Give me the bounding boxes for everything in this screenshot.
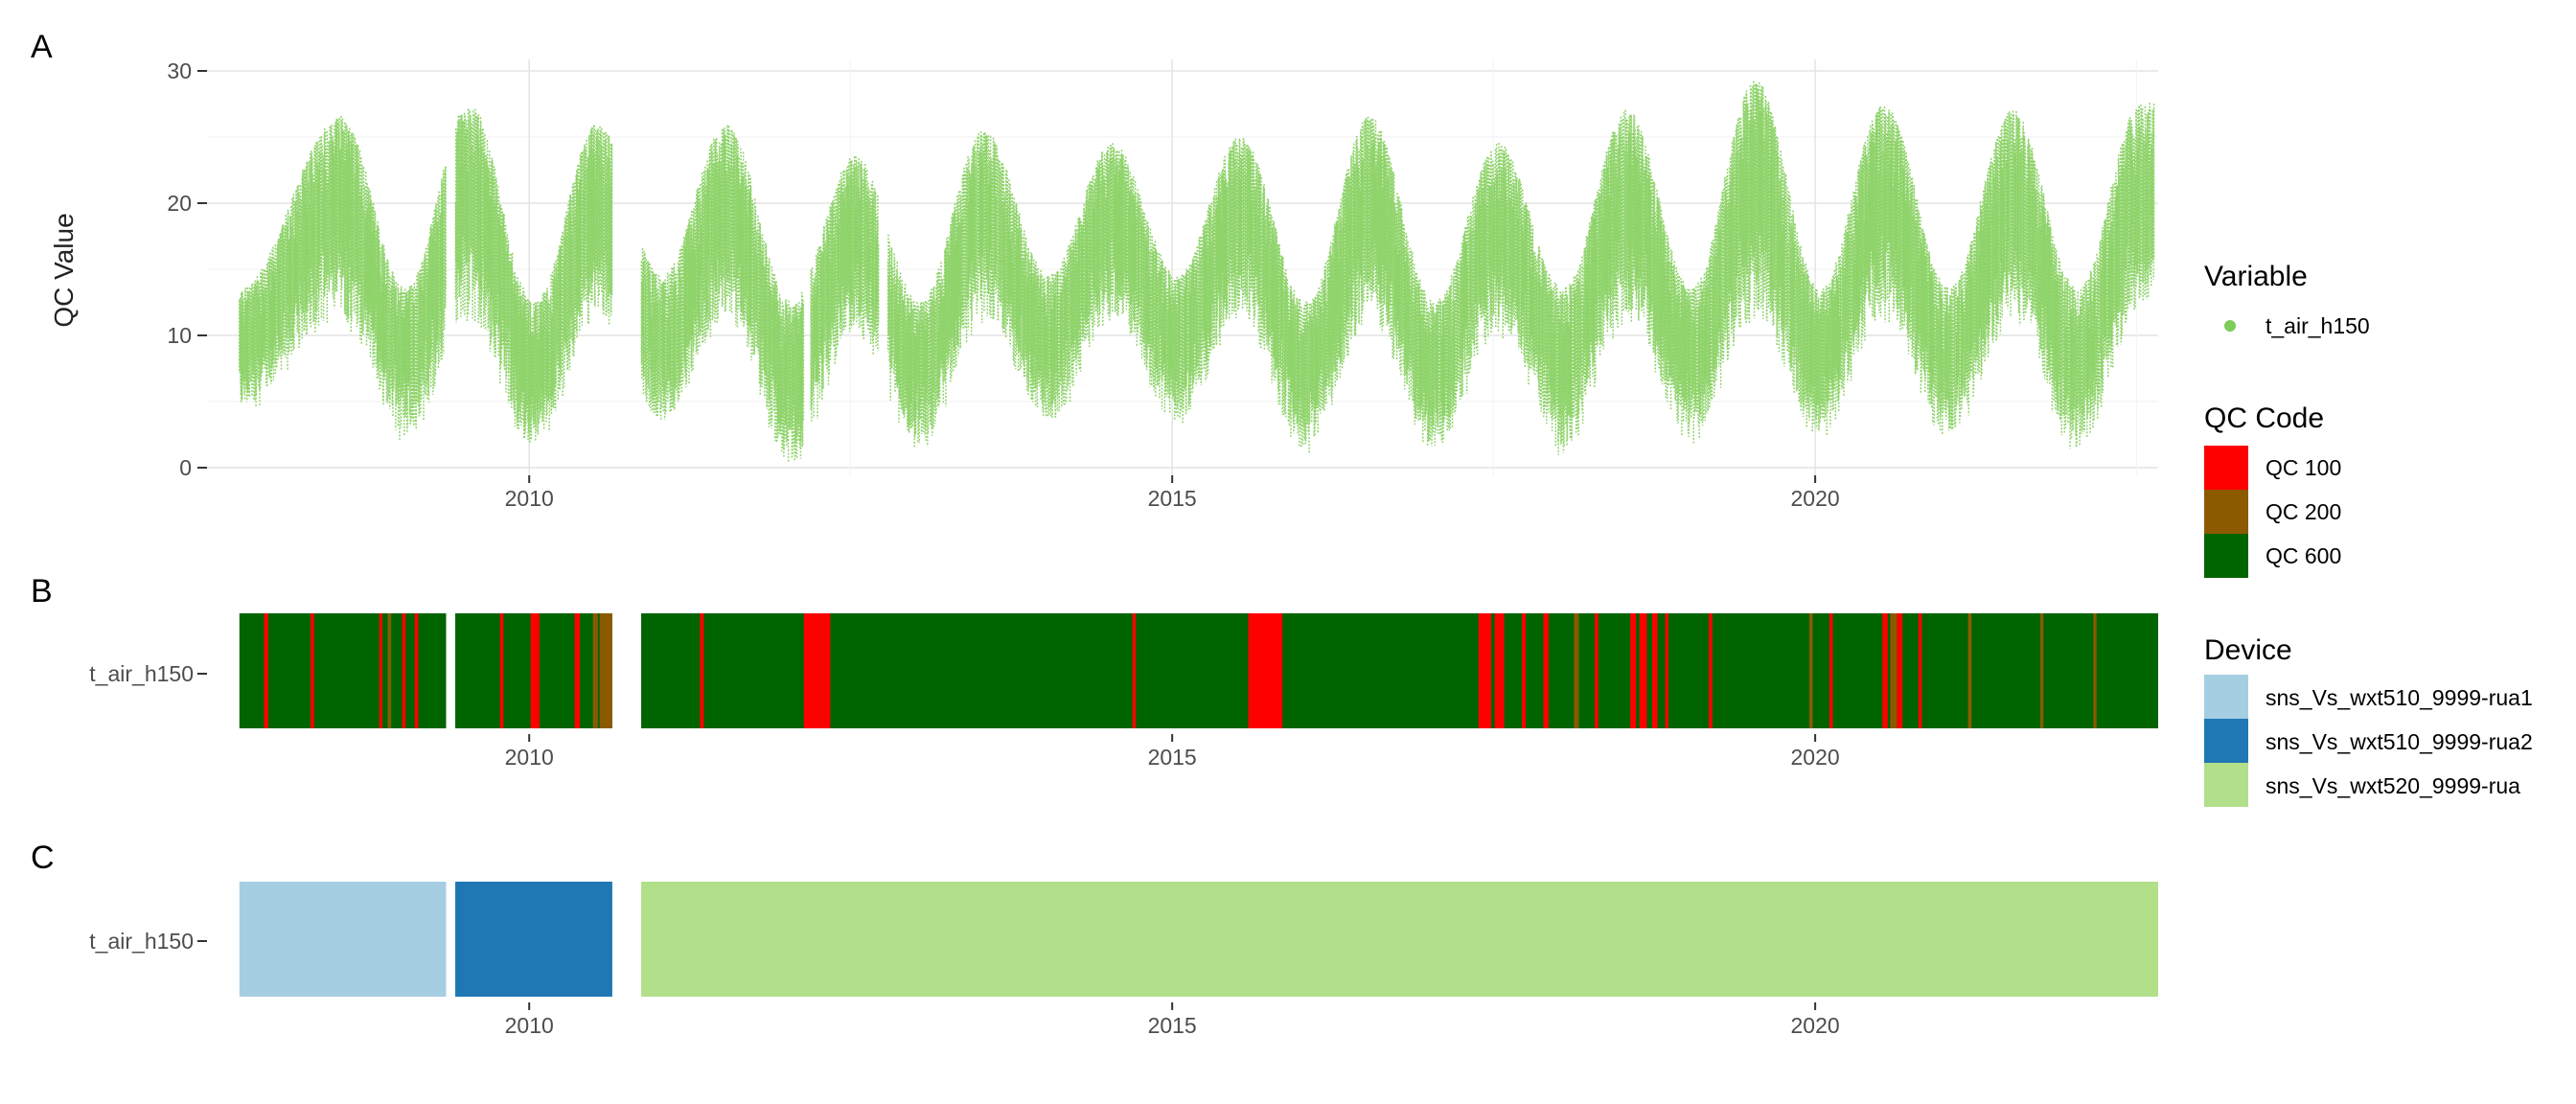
panel-a-points xyxy=(239,80,2155,464)
panel-a-label: A xyxy=(31,29,53,65)
panel-a-ylabel: QC Value xyxy=(49,213,79,327)
